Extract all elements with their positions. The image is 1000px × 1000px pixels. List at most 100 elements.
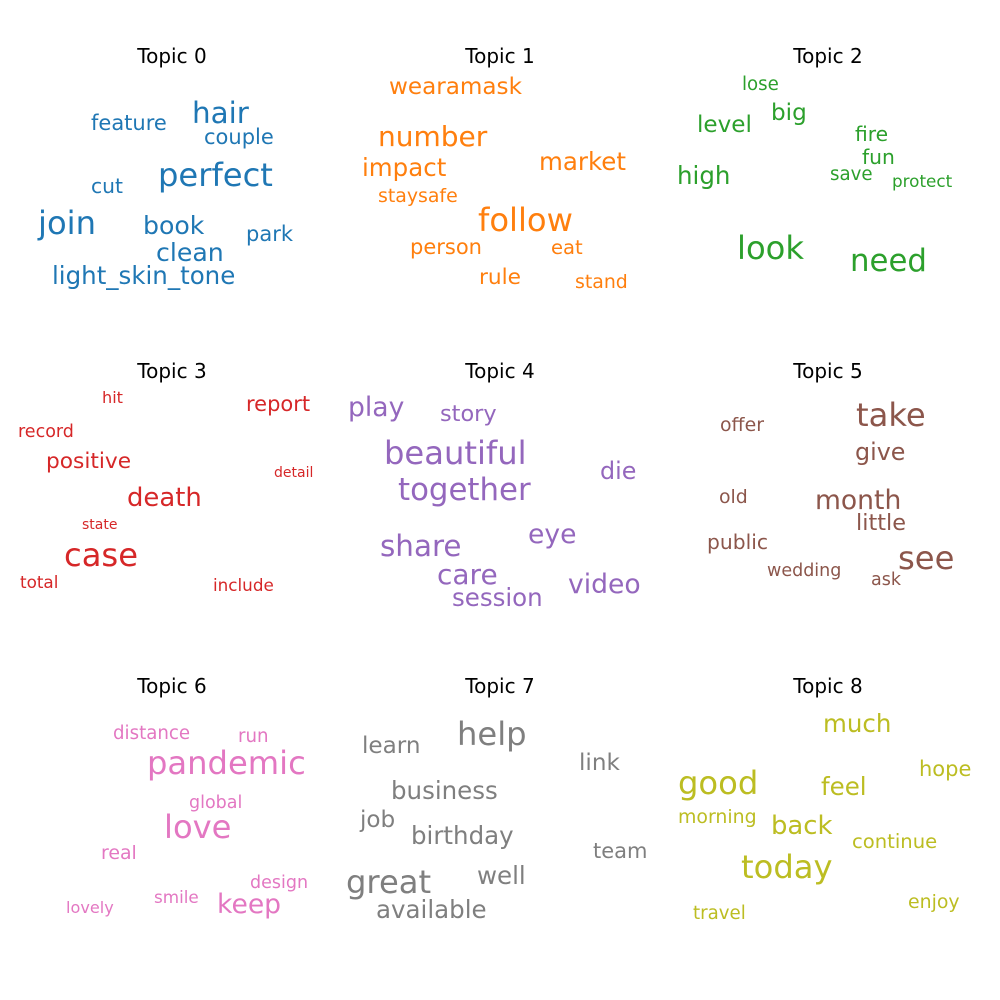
topic-panel-8: Topic 8 good today back feel much hope continue… [678, 674, 971, 924]
word-old: old [719, 486, 748, 508]
word-lose: lose [742, 74, 779, 95]
word-wedding: wedding [767, 561, 841, 581]
word-park: park [246, 222, 294, 246]
word-positive: positive [46, 449, 131, 474]
word-perfect: perfect [158, 156, 273, 194]
word-cut: cut [91, 174, 123, 198]
word-market: market [539, 147, 626, 176]
word-wearamask: wearamask [389, 74, 523, 100]
word-light-skin-tone: light_skin_tone [52, 261, 235, 290]
word-month: month [815, 485, 901, 516]
topic-title: Topic 1 [464, 44, 534, 68]
word-team: team [593, 839, 647, 863]
word-fire: fire [855, 122, 888, 146]
word-eye: eye [528, 519, 576, 550]
word-save: save [830, 164, 873, 185]
word-share: share [380, 529, 461, 563]
word-good: good [678, 764, 758, 802]
word-rule: rule [479, 265, 521, 290]
word-real: real [101, 842, 137, 864]
topic-panel-0: Topic 0 perfect join hair bookcleanlight_ski… [37, 44, 294, 290]
word-smile: smile [154, 887, 199, 907]
word-video: video [568, 569, 641, 600]
word-stand: stand [575, 271, 628, 293]
word-global: global [189, 793, 242, 813]
word-total: total [20, 572, 58, 592]
word-hit: hit [102, 388, 123, 407]
word-distance: distance [113, 723, 190, 744]
word-state: state [82, 517, 117, 533]
word-high: high [677, 161, 730, 190]
word-feel: feel [821, 772, 867, 801]
word-care: care [437, 558, 498, 591]
topic-title: Topic 3 [136, 359, 206, 383]
word-public: public [707, 530, 768, 554]
word-play: play [348, 392, 404, 423]
topic-panel-5: Topic 5 take see month give little public offer… [707, 359, 954, 590]
word-ask: ask [871, 570, 902, 590]
word-person: person [410, 235, 482, 259]
word-offer: offer [720, 414, 764, 436]
topic-panel-6: Topic 6 pandemic love keep real distance run gl… [66, 674, 308, 920]
word-include: include [213, 575, 274, 595]
word-see: see [898, 539, 954, 577]
word-number: number [378, 120, 488, 153]
word-learn: learn [362, 733, 421, 759]
word-give: give [855, 438, 905, 466]
word-little: little [856, 510, 906, 536]
word-hair: hair [192, 96, 250, 130]
word-join: join [37, 204, 96, 242]
topic-panel-7: Topic 7 help great business birthday well avai… [346, 674, 647, 924]
word-feature: feature [91, 111, 167, 135]
word-today: today [741, 848, 833, 886]
word-continue: continue [852, 830, 937, 853]
word-enjoy: enjoy [908, 891, 960, 913]
word-help: help [457, 715, 527, 753]
word-report: report [246, 392, 310, 416]
word-design: design [250, 873, 308, 893]
topic-title: Topic 8 [792, 674, 862, 698]
word-die: die [600, 457, 636, 485]
word-look: look [737, 229, 804, 267]
word-together: together [398, 472, 531, 508]
topic-title: Topic 4 [464, 359, 534, 383]
word-detail: detail [274, 465, 313, 481]
word-hope: hope [919, 757, 971, 781]
word-follow: follow [478, 201, 573, 239]
topic-title: Topic 6 [136, 674, 206, 698]
word-available: available [376, 895, 487, 924]
word-impact: impact [362, 153, 447, 182]
word-birthday: birthday [411, 821, 514, 850]
word-book: book [143, 211, 205, 240]
word-lovely: lovely [66, 898, 114, 917]
word-link: link [579, 750, 620, 776]
word-story: story [440, 401, 497, 427]
word-record: record [18, 422, 74, 442]
word-session: session [452, 583, 543, 612]
word-keep: keep [217, 889, 281, 920]
word-couple: couple [204, 125, 274, 149]
word-eat: eat [551, 236, 583, 259]
word-well: well [477, 861, 526, 890]
word-death: death [127, 483, 202, 513]
word-take: take [856, 396, 926, 434]
topic-title: Topic 0 [136, 44, 206, 68]
word-job: job [359, 807, 395, 833]
word-fun: fun [862, 145, 895, 169]
word-big: big [771, 100, 807, 126]
word-travel: travel [693, 903, 746, 924]
word-much: much [823, 709, 891, 738]
topic-title: Topic 2 [792, 44, 862, 68]
word-run: run [238, 726, 269, 747]
word-clean: clean [156, 238, 224, 267]
word-level: level [697, 112, 752, 138]
word-case: case [64, 536, 138, 574]
word-business: business [391, 776, 498, 805]
word-beautiful: beautiful [384, 434, 527, 472]
word-morning: morning [678, 806, 757, 828]
word-need: need [850, 243, 927, 279]
